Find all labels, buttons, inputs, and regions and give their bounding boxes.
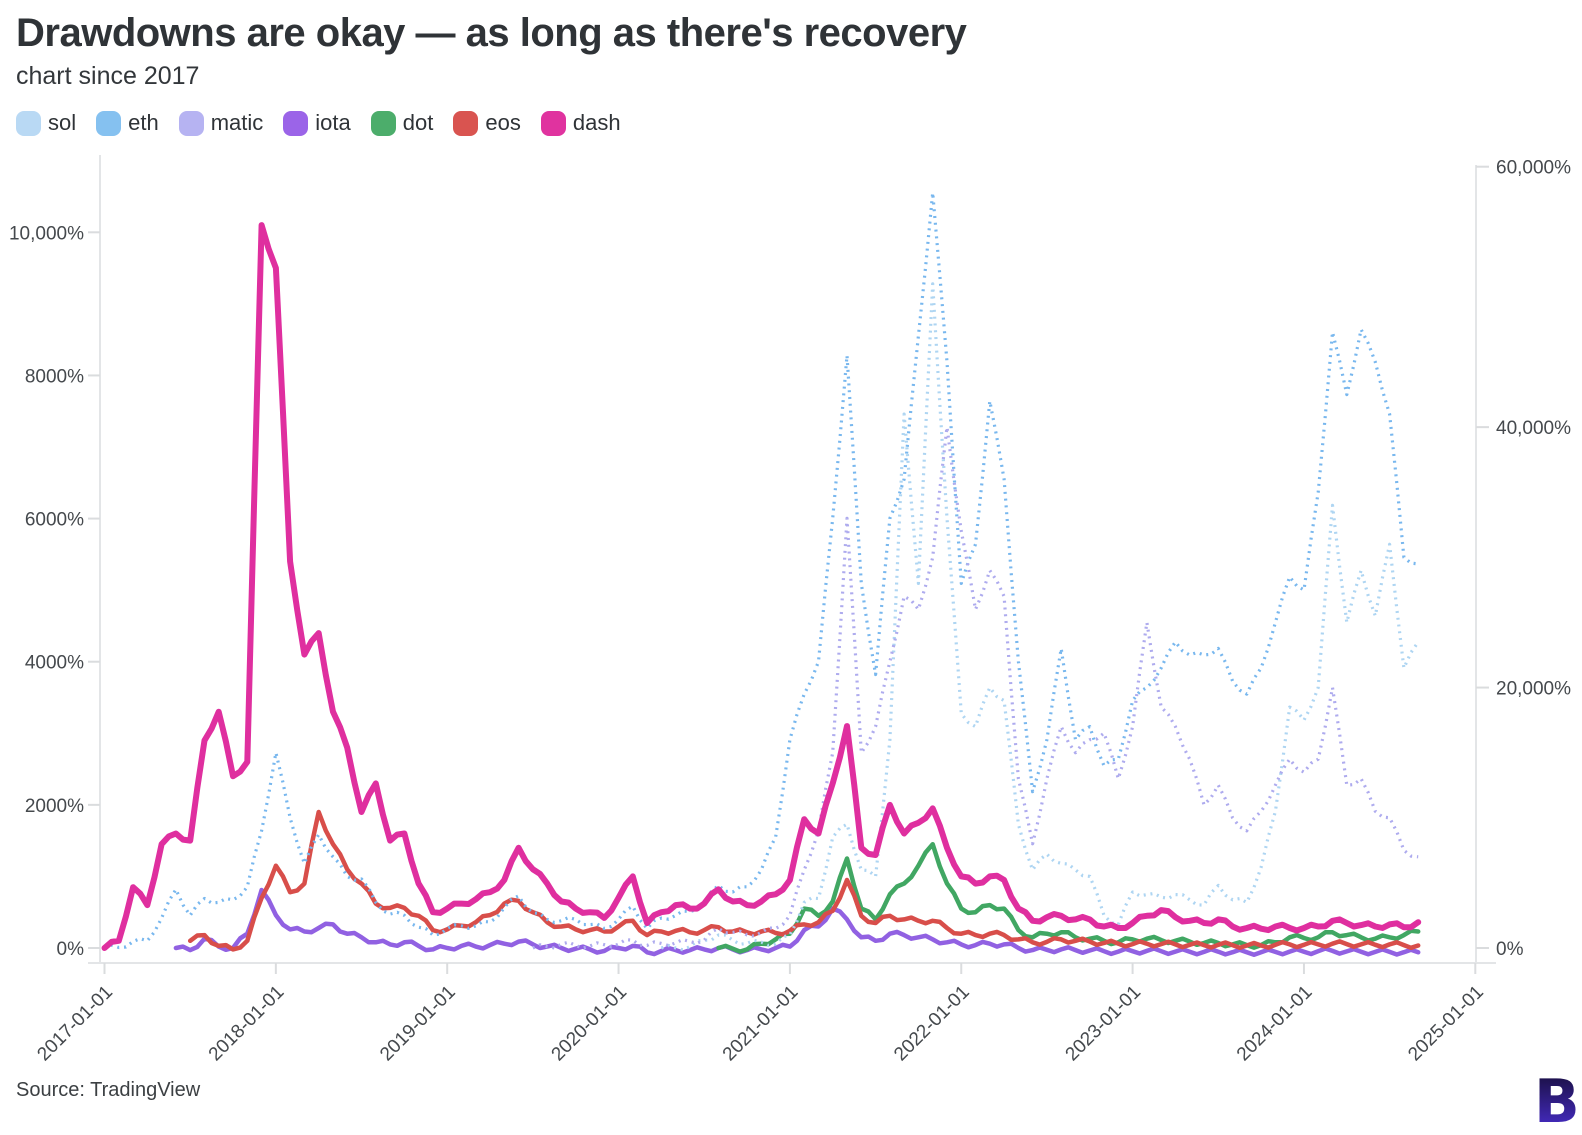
series-line-sol — [660, 282, 1420, 952]
x-tick-label: 2025-01-01 — [1404, 982, 1488, 1066]
legend-label: iota — [315, 110, 351, 135]
legend-item-eth[interactable]: eth — [96, 110, 159, 136]
legend-swatch-eth — [96, 110, 122, 136]
legend-swatch-dash — [540, 110, 566, 136]
left-tick-label: 4000% — [25, 653, 84, 674]
page-title: Drawdowns are okay — as long as there's … — [16, 11, 967, 55]
right-tick-label: 40,000% — [1496, 418, 1571, 439]
page-subtitle: chart since 2017 — [16, 62, 200, 90]
x-tick-label: 2023-01-01 — [1062, 982, 1146, 1066]
legend-swatch-iota — [283, 110, 309, 136]
legend-swatch-eos — [453, 110, 479, 136]
left-tick-label: 0% — [57, 939, 85, 960]
legend-swatch-dot — [370, 110, 396, 136]
legend: sol eth matic iota dot eos dash — [16, 110, 621, 136]
x-tick-label: 2017-01-01 — [33, 982, 117, 1066]
left-tick-label: 6000% — [25, 510, 84, 531]
x-tick-label: 2020-01-01 — [548, 982, 632, 1066]
legend-swatch-matic — [178, 110, 204, 136]
legend-item-iota[interactable]: iota — [283, 110, 351, 136]
left-tick-label: 2000% — [25, 796, 84, 817]
x-tick-label: 2018-01-01 — [205, 982, 289, 1066]
legend-swatch-sol — [16, 110, 41, 136]
x-tick-label: 2022-01-01 — [890, 982, 974, 1066]
right-tick-label: 60,000% — [1496, 158, 1571, 179]
series-line-eos — [187, 809, 1421, 952]
legend-item-dash[interactable]: dash — [540, 110, 621, 136]
left-tick-label: 10,000% — [9, 223, 84, 244]
legend-item-dot[interactable]: dot — [370, 110, 434, 136]
x-tick-label: 2019-01-01 — [376, 982, 460, 1066]
legend-label: matic — [210, 110, 264, 135]
source-caption: Source: TradingView — [16, 1079, 201, 1101]
series-line-matic — [532, 425, 1419, 950]
series-line-eth — [103, 191, 1419, 950]
legend-item-eos[interactable]: eos — [453, 110, 521, 136]
brand-logo: B — [1534, 1072, 1580, 1128]
header: Drawdowns are okay — as long as there's … — [16, 10, 967, 91]
right-tick-label: 0% — [1496, 939, 1524, 960]
legend-item-sol[interactable]: sol — [16, 110, 76, 136]
x-tick-label: 2021-01-01 — [719, 982, 803, 1066]
x-tick-label: 2024-01-01 — [1233, 982, 1317, 1066]
series-line-dot — [716, 841, 1421, 954]
left-tick-label: 8000% — [25, 366, 84, 387]
brand-logo-letter: B — [1534, 1072, 1580, 1128]
right-tick-label: 20,000% — [1496, 679, 1571, 700]
legend-item-matic[interactable]: matic — [178, 110, 264, 136]
series-line-dash — [101, 222, 1422, 951]
legend-label: dot — [402, 110, 434, 135]
legend-label: dash — [572, 110, 621, 135]
legend-label: eos — [485, 110, 521, 135]
legend-label: sol — [48, 110, 77, 135]
legend-label: eth — [128, 110, 159, 135]
